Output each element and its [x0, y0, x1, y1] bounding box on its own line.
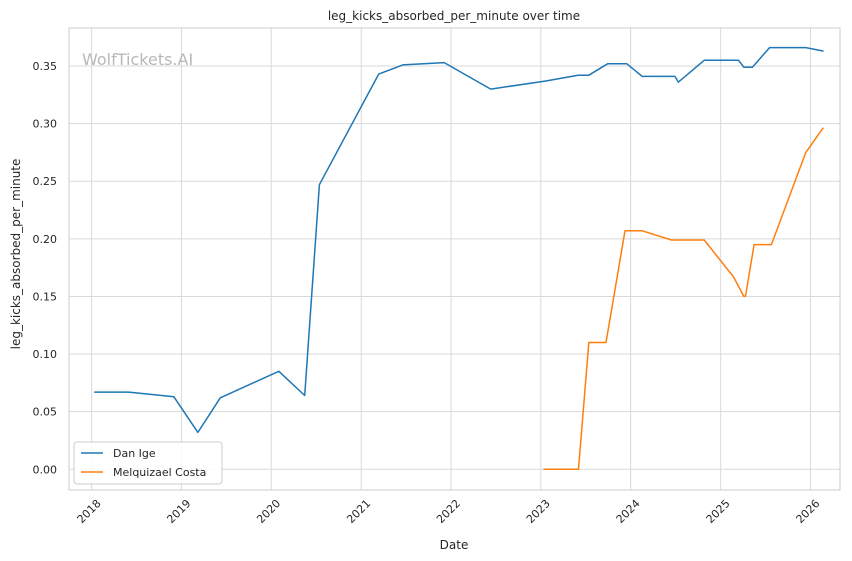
watermark: WolfTickets.AI	[82, 50, 193, 69]
series-line-melquizael-costa	[543, 127, 824, 471]
series-line-dan-ige	[94, 46, 824, 434]
series-lines	[94, 46, 824, 471]
y-tick-label: 0.30	[33, 118, 58, 131]
legend-label-melquizael-costa: Melquizael Costa	[113, 466, 206, 479]
y-tick-label: 0.35	[33, 60, 58, 73]
y-tick-label: 0.20	[33, 233, 58, 246]
plot-area-frame	[68, 27, 841, 491]
chart-title: leg_kicks_absorbed_per_minute over time	[328, 9, 580, 23]
y-tick-label: 0.00	[33, 463, 58, 476]
x-axis-title: Date	[440, 538, 469, 552]
grid	[69, 28, 840, 490]
y-tick-label: 0.10	[33, 348, 58, 361]
y-axis-title: leg_kicks_absorbed_per_minute	[9, 159, 23, 350]
legend-label-dan-ige: Dan Ige	[113, 447, 156, 460]
y-tick-label: 0.25	[33, 175, 58, 188]
legend: Dan Ige Melquizael Costa	[73, 441, 223, 485]
y-tick-label: 0.15	[33, 290, 58, 303]
legend-box	[73, 441, 223, 485]
y-tick-label: 0.05	[33, 406, 58, 419]
